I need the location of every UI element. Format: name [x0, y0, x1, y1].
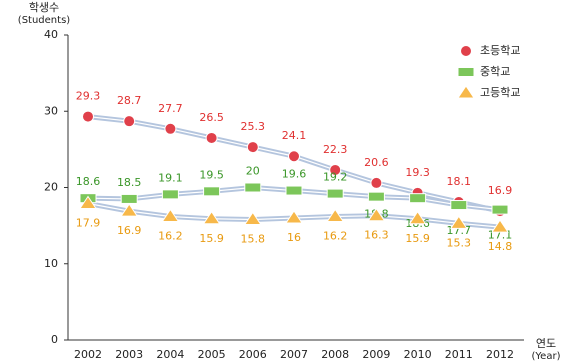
value-label: 16.2 [158, 229, 183, 242]
x-tick-label: 2004 [156, 348, 184, 361]
value-label: 19.3 [405, 166, 430, 179]
value-label: 29.3 [76, 90, 101, 103]
point [326, 208, 345, 222]
point [326, 188, 344, 199]
x-tick-label: 2011 [445, 348, 473, 361]
legend-label: 초등학교 [480, 44, 520, 57]
y-axis-label: (Students) [18, 15, 70, 26]
point [367, 191, 385, 202]
legend-label: 중학교 [480, 65, 510, 78]
point [123, 115, 136, 128]
point [203, 186, 221, 197]
value-label: 16.3 [364, 229, 389, 242]
value-label: 16.9 [117, 224, 142, 237]
value-label: 20 [246, 165, 260, 178]
value-label: 15.9 [199, 232, 224, 245]
point [285, 210, 303, 224]
point [82, 110, 94, 123]
x-tick-label: 2006 [239, 348, 267, 361]
point [161, 189, 179, 200]
value-label: 25.3 [241, 120, 266, 133]
value-label: 20.6 [364, 156, 389, 169]
point [491, 204, 509, 215]
value-label: 15.9 [405, 232, 430, 245]
value-label: 26.5 [199, 111, 224, 124]
value-label: 18.5 [117, 176, 142, 189]
value-label: 16.9 [488, 184, 513, 197]
legend-marker [457, 85, 475, 99]
x-axis-label: (Year) [532, 351, 561, 362]
point [367, 207, 386, 222]
x-tick-label: 2008 [321, 348, 349, 361]
value-label: 27.7 [158, 102, 183, 115]
point [164, 122, 177, 135]
value-label: 19.5 [199, 168, 224, 181]
y-tick-label: 10 [44, 257, 58, 270]
value-label: 28.7 [117, 94, 142, 107]
point [288, 150, 300, 163]
point [246, 141, 259, 154]
value-label: 14.8 [488, 240, 513, 253]
y-tick-label: 20 [44, 181, 58, 194]
point [449, 215, 468, 229]
value-label: 16.2 [323, 229, 348, 242]
x-tick-label: 2010 [404, 348, 432, 361]
legend-marker [460, 45, 472, 57]
point [205, 131, 218, 144]
value-label: 16 [287, 231, 301, 244]
point [491, 219, 509, 233]
legend-label: 고등학교 [480, 86, 520, 99]
x-tick-label: 2005 [198, 348, 226, 361]
point [243, 211, 262, 226]
point [120, 203, 139, 217]
point [79, 195, 97, 210]
value-label: 22.3 [323, 143, 348, 156]
point [161, 208, 180, 222]
y-tick-label: 40 [44, 28, 58, 41]
y-tick-label: 30 [44, 104, 58, 117]
value-label: 24.1 [282, 129, 307, 142]
y-axis-label: 학생수 [29, 1, 59, 14]
point [408, 210, 427, 225]
point [370, 176, 383, 189]
value-label: 18.6 [76, 175, 101, 188]
value-label: 15.3 [447, 236, 472, 249]
x-tick-label: 2009 [362, 348, 390, 361]
point [450, 200, 468, 211]
value-label: 15.8 [241, 233, 266, 246]
point [120, 193, 138, 204]
legend-marker [457, 67, 475, 77]
value-label: 19.6 [282, 168, 307, 181]
point [329, 163, 342, 176]
y-tick-label: 0 [51, 333, 58, 346]
value-label: 17.9 [76, 217, 101, 230]
x-axis-label: 연도 [536, 337, 556, 350]
value-label: 19.2 [323, 171, 348, 184]
point [409, 193, 427, 204]
point [244, 182, 262, 193]
value-label: 18.1 [447, 175, 472, 188]
x-tick-label: 2002 [74, 348, 102, 361]
x-tick-label: 2003 [115, 348, 143, 361]
point [285, 185, 303, 196]
x-tick-label: 2012 [486, 348, 514, 361]
value-label: 19.1 [158, 171, 183, 184]
x-tick-label: 2007 [280, 348, 308, 361]
point [202, 210, 221, 225]
